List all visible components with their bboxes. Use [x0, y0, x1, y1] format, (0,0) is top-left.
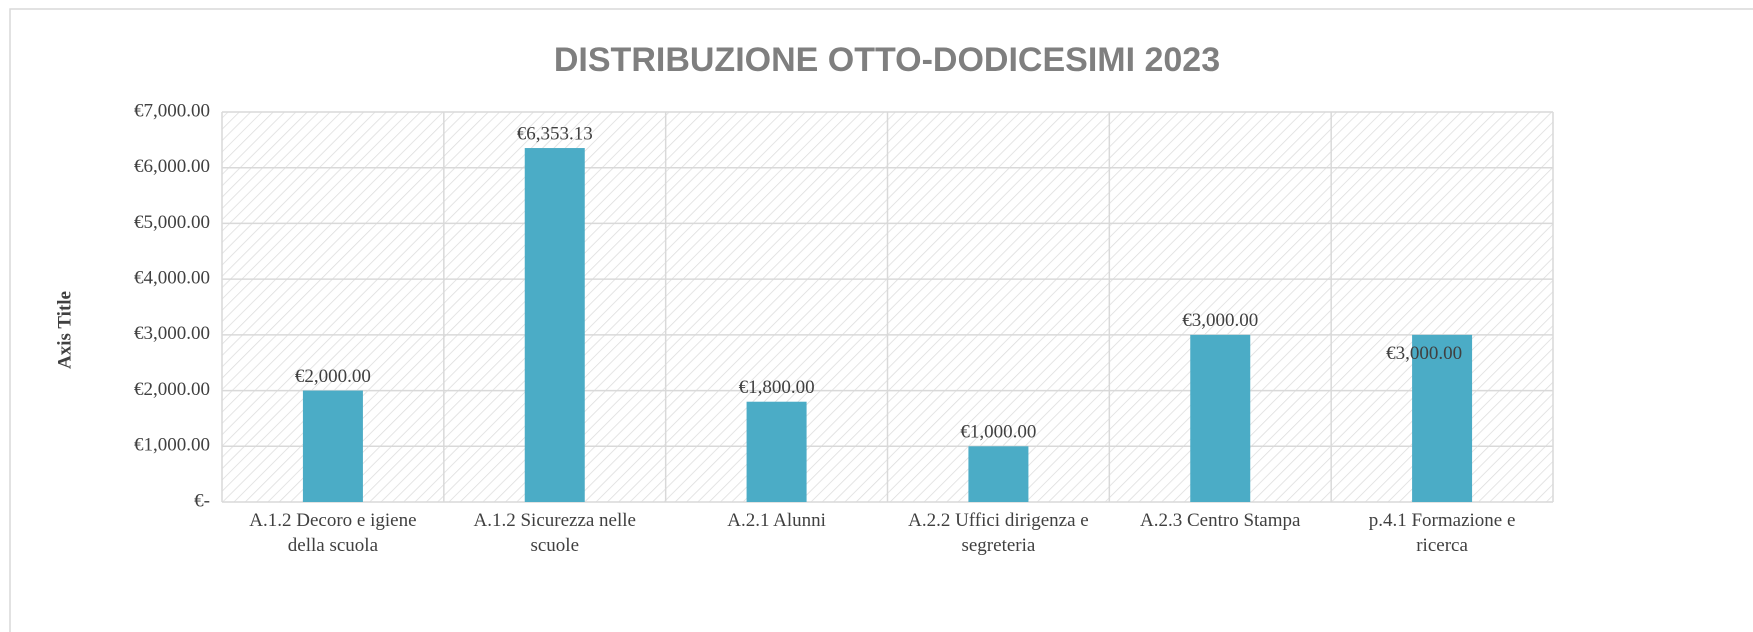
y-tick-label: €1,000.00 [134, 435, 210, 456]
bar [1412, 334, 1473, 502]
y-tick-label: €7,000.00 [134, 100, 210, 121]
data-label: €3,000.00 [1386, 343, 1462, 364]
x-tick-label: A.1.2 Decoro e igiene della scuola [249, 510, 416, 556]
bar [1190, 334, 1251, 502]
x-tick-label: A.2.3 Centro Stampa [1140, 510, 1301, 531]
y-tick-label: €2,000.00 [134, 379, 210, 400]
y-tick-label: €5,000.00 [134, 212, 210, 233]
data-label: €3,000.00 [1182, 310, 1258, 331]
y-axis-title: Axis Title [54, 291, 75, 369]
chart-title: DISTRIBUZIONE OTTO-DODICESIMI 2023 [554, 41, 1220, 79]
bar [302, 390, 363, 502]
data-label: €6,353.13 [517, 123, 593, 144]
data-label: €1,800.00 [739, 377, 815, 398]
bar [524, 148, 585, 502]
x-tick-label: A.2.2 Uffici dirigenza e segreteria [908, 510, 1089, 556]
y-tick-label: €- [194, 490, 210, 511]
x-tick-label: A.2.1 Alunni [727, 510, 826, 531]
y-tick-label: €3,000.00 [134, 323, 210, 344]
y-tick-label: €6,000.00 [134, 156, 210, 177]
x-tick-label: p.4.1 Formazione e ricerca [1369, 510, 1516, 556]
x-tick-label: A.1.2 Sicurezza nelle scuole [474, 510, 636, 556]
data-label: €1,000.00 [960, 422, 1036, 443]
y-tick-label: €4,000.00 [134, 268, 210, 289]
bar [968, 446, 1029, 502]
bar [746, 401, 807, 502]
data-label: €2,000.00 [295, 366, 371, 387]
